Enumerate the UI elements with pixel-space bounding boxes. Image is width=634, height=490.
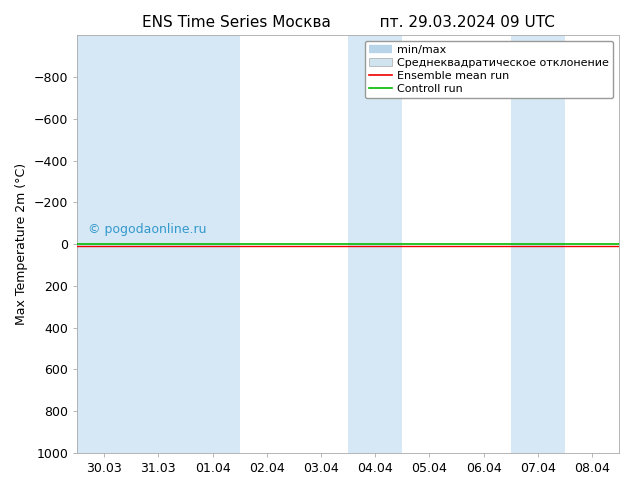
- Text: © pogodaonline.ru: © pogodaonline.ru: [88, 223, 207, 236]
- Bar: [186, 35, 240, 453]
- Bar: [131, 35, 186, 453]
- Legend: min/max, Среднеквадратическое отклонение, Ensemble mean run, Controll run: min/max, Среднеквадратическое отклонение…: [365, 41, 614, 98]
- Bar: [348, 35, 402, 453]
- Bar: [77, 35, 131, 453]
- Bar: [510, 35, 565, 453]
- Y-axis label: Max Temperature 2m (°C): Max Temperature 2m (°C): [15, 163, 28, 325]
- Title: ENS Time Series Москва          пт. 29.03.2024 09 UTC: ENS Time Series Москва пт. 29.03.2024 09…: [141, 15, 555, 30]
